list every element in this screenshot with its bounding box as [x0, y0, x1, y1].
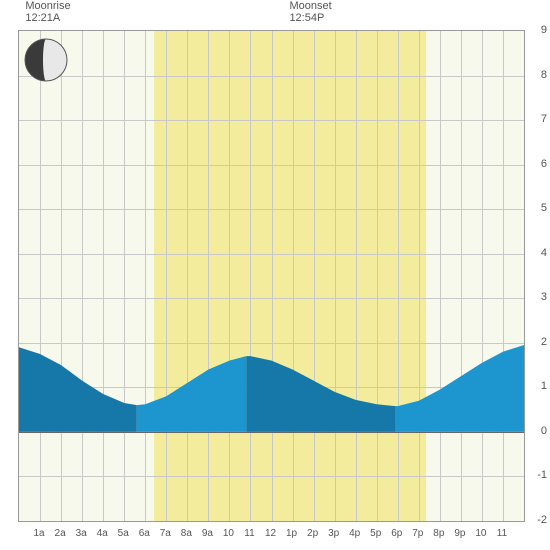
tide-chart-container: Moonrise 12:21A Moonset 12:54P -2-101234… — [0, 0, 550, 550]
tide-flood-segment — [137, 356, 246, 432]
moonrise-label: Moonrise — [25, 0, 70, 12]
moonrise-label-block: Moonrise 12:21A — [25, 0, 70, 24]
moonset-label: Moonset — [289, 0, 331, 12]
x-tick-label: 8a — [181, 528, 192, 539]
tide-svg — [19, 31, 524, 521]
tide-ebb-segment — [19, 347, 137, 432]
x-tick-label: 3p — [328, 528, 339, 539]
x-tick-label: 2p — [307, 528, 318, 539]
x-tick-label: 11 — [244, 528, 254, 539]
y-tick-label: 5 — [541, 202, 547, 214]
y-tick-label: 8 — [541, 69, 547, 81]
tide-flood-segment — [396, 345, 524, 432]
x-tick-label: 5a — [118, 528, 129, 539]
x-tick-label: 7p — [412, 528, 423, 539]
x-tick-label: 11 — [497, 528, 507, 539]
chart-header: Moonrise 12:21A Moonset 12:54P — [0, 0, 550, 28]
y-tick-label: 3 — [541, 291, 547, 303]
x-tick-label: 4p — [349, 528, 360, 539]
x-tick-label: 5p — [370, 528, 381, 539]
x-tick-label: 6a — [139, 528, 150, 539]
x-tick-label: 6p — [391, 528, 402, 539]
y-tick-label: 0 — [541, 425, 547, 437]
x-tick-label: 7a — [160, 528, 171, 539]
moonset-time: 12:54P — [289, 12, 331, 24]
moonrise-time: 12:21A — [25, 12, 70, 24]
y-tick-label: 7 — [541, 113, 547, 125]
zero-line — [19, 432, 524, 433]
y-tick-label: -2 — [537, 514, 547, 526]
y-axis-right: -2-10123456789 — [527, 30, 547, 520]
x-tick-label: 1p — [286, 528, 297, 539]
tide-ebb-segment — [246, 356, 395, 432]
x-tick-label: 9p — [454, 528, 465, 539]
x-tick-label: 9a — [202, 528, 213, 539]
y-tick-label: 2 — [541, 336, 547, 348]
moonset-label-block: Moonset 12:54P — [289, 0, 331, 24]
x-tick-label: 8p — [433, 528, 444, 539]
y-tick-label: 4 — [541, 247, 547, 259]
y-tick-label: 1 — [541, 380, 547, 392]
y-tick-label: 6 — [541, 158, 547, 170]
x-tick-label: 2a — [55, 528, 66, 539]
x-tick-label: 3a — [76, 528, 87, 539]
y-tick-label: -1 — [537, 469, 547, 481]
x-tick-label: 10 — [223, 528, 234, 539]
moon-phase-icon — [24, 38, 68, 82]
x-axis: 1a 2a 3a 4a 5a 6a 7a 8a 9a 10 11 12 1p 2p 3p 4p 5p 6p 7p 8p… — [18, 528, 523, 548]
chart-area — [18, 30, 525, 522]
x-tick-label: 1a — [33, 528, 44, 539]
x-tick-label: 10 — [475, 528, 486, 539]
x-tick-label: 12 — [265, 528, 276, 539]
x-tick-label: 4a — [97, 528, 108, 539]
y-tick-label: 9 — [541, 24, 547, 36]
